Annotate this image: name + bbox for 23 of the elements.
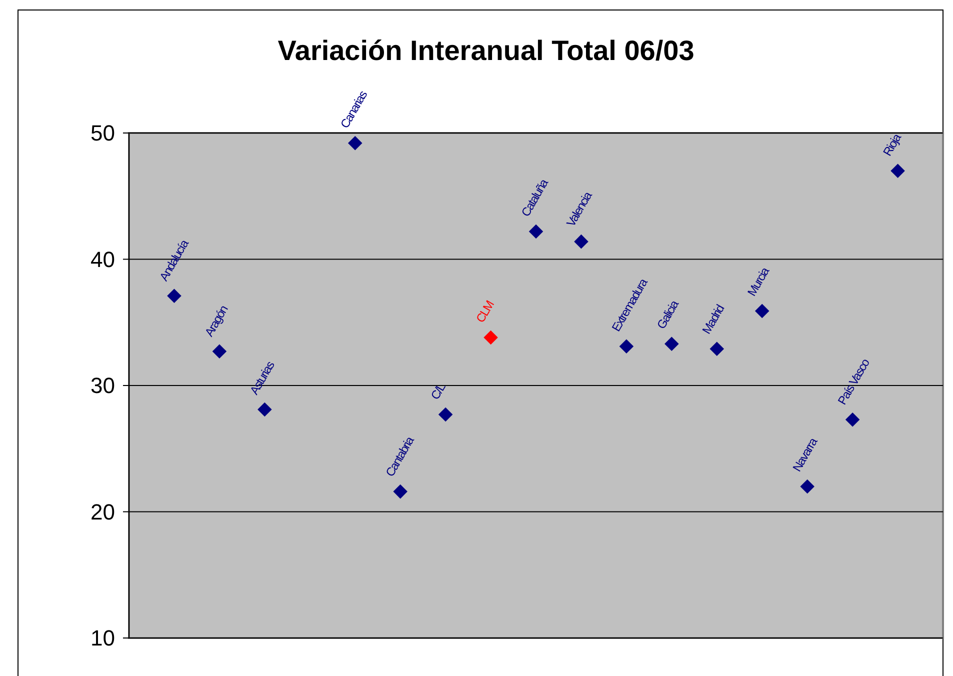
y-tick-label: 10 (90, 626, 115, 651)
y-tick-label: 50 (90, 120, 115, 146)
point (890, 164, 905, 178)
point (619, 339, 634, 354)
point (574, 234, 588, 249)
point (845, 412, 860, 427)
point (258, 402, 272, 417)
point (393, 484, 408, 499)
point (167, 288, 182, 303)
point (484, 330, 498, 345)
point (664, 336, 679, 351)
x-tick-label: C/L (428, 380, 449, 402)
point (212, 344, 227, 359)
y-tick-label: 30 (90, 373, 115, 398)
point (754, 304, 770, 318)
point (528, 224, 544, 239)
point (348, 136, 362, 150)
y-tick-label: 40 (90, 246, 115, 272)
chart-title: Variación Interanual Total 06/03 (278, 35, 694, 66)
point (710, 342, 724, 356)
point (438, 407, 453, 422)
y-tick-label: 20 (90, 499, 115, 524)
point (800, 479, 814, 494)
